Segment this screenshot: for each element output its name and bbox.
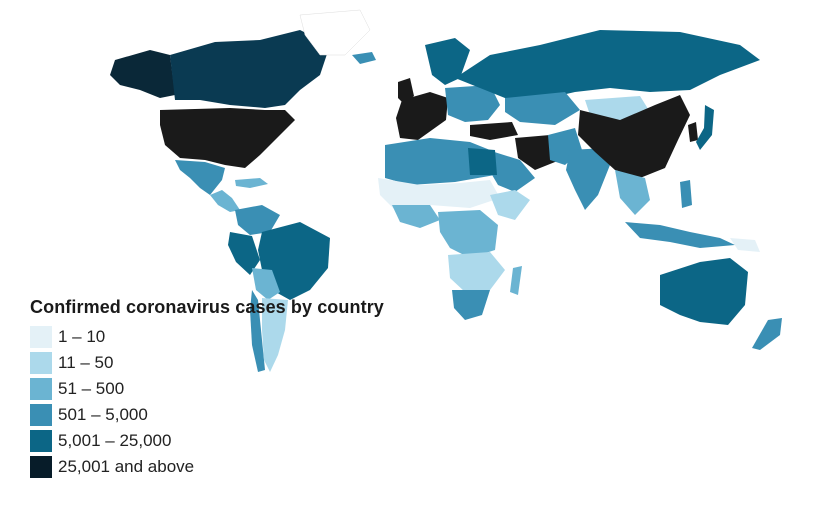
legend-item-2: 11 – 50	[30, 350, 490, 376]
country-china	[578, 95, 690, 178]
country-scandinavia	[425, 38, 470, 85]
country-new-zealand	[752, 318, 782, 350]
legend-swatch	[30, 326, 52, 348]
country-philippines	[680, 180, 692, 208]
country-central-america	[210, 190, 240, 212]
legend-item-3: 51 – 500	[30, 376, 490, 402]
country-usa	[160, 108, 295, 168]
country-india	[566, 148, 610, 210]
country-indonesia	[625, 222, 735, 248]
country-brazil	[258, 222, 330, 300]
country-russia	[455, 30, 760, 100]
legend-swatch	[30, 404, 52, 426]
legend-label: 25,001 and above	[58, 457, 195, 476]
country-madagascar	[510, 266, 522, 295]
legend-swatch	[30, 430, 52, 452]
country-peru-ecuador	[228, 232, 260, 275]
legend-item-5: 5,001 – 25,000	[30, 428, 490, 454]
country-australia	[660, 258, 748, 325]
country-korea	[688, 122, 698, 142]
country-sahel	[378, 178, 500, 210]
country-uk	[398, 78, 414, 104]
legend-label: 5,001 – 25,000	[58, 431, 172, 450]
legend-item-1: 1 – 10	[30, 324, 490, 350]
country-arabia	[488, 150, 535, 192]
country-central-africa	[438, 210, 498, 258]
country-greenland	[299, 9, 371, 56]
legend-title: Confirmed coronavirus cases by country	[30, 297, 384, 317]
legend-label: 11 – 50	[58, 353, 114, 372]
country-south-africa	[452, 290, 490, 320]
country-papua	[730, 238, 760, 252]
country-mexico	[175, 160, 225, 195]
country-western-europe	[396, 92, 448, 140]
country-chile	[250, 290, 265, 372]
country-kazakhstan	[505, 92, 580, 125]
country-southern-africa-mid	[448, 252, 505, 292]
country-indochina	[615, 170, 650, 215]
country-iceland	[352, 52, 376, 64]
legend-label: 501 – 5,000	[58, 405, 148, 424]
country-horn-africa	[490, 190, 530, 220]
country-west-africa	[392, 205, 440, 228]
legend-item-6: 25,001 and above	[30, 454, 490, 480]
legend-item-4: 501 – 5,000	[30, 402, 490, 428]
legend-swatch	[30, 456, 52, 478]
legend-label: 51 – 500	[58, 379, 125, 398]
country-caribbean	[235, 178, 268, 188]
country-eastern-europe	[445, 85, 500, 122]
country-bolivia-paraguay	[252, 268, 280, 300]
country-colombia-venezuela	[235, 205, 280, 235]
country-alaska	[110, 50, 175, 98]
country-north-africa	[385, 138, 495, 185]
country-egypt	[468, 148, 497, 175]
country-japan	[696, 105, 714, 150]
country-argentina	[262, 298, 288, 372]
country-mongolia	[585, 96, 650, 120]
map-legend: Confirmed coronavirus cases by country 1…	[30, 297, 490, 480]
legend-swatch	[30, 352, 52, 374]
legend-label: 1 – 10	[58, 327, 106, 346]
country-turkey	[470, 122, 518, 140]
country-canada	[170, 30, 330, 108]
legend-swatch	[30, 378, 52, 400]
